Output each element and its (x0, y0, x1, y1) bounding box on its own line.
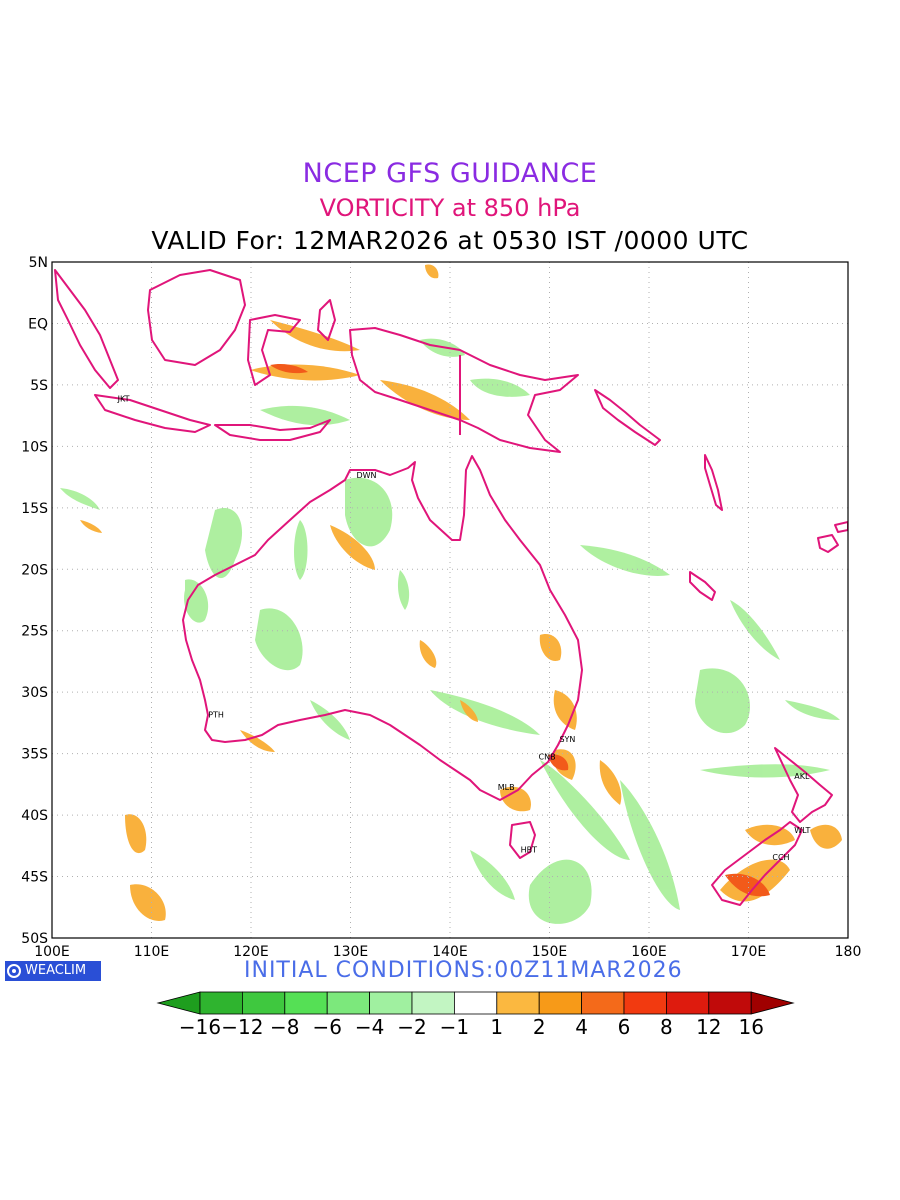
vorticity-field (60, 264, 842, 924)
station-dwn: DWN (356, 471, 376, 480)
legend-arrow-high (750, 991, 795, 1015)
coast-new-guinea (349, 327, 579, 453)
logo-ring-icon (7, 964, 21, 978)
longitude-labels: 100E 110E 120E 130E 140E 150E 160E 170E 180 (34, 944, 861, 960)
coast-vanuatu (704, 454, 723, 511)
legend-swatch (241, 991, 286, 1015)
lat-label: 30S (21, 685, 48, 701)
color-legend-labels: −16 −12 −8 −6 −4 −2 −1 1 2 4 6 8 12 16 (179, 1015, 764, 1039)
lon-label: 160E (631, 944, 667, 960)
coast-nz-north (774, 747, 833, 823)
lon-label: 100E (34, 944, 70, 960)
coast-tasmania (509, 821, 536, 859)
legend-swatch (581, 991, 625, 1015)
lat-label: 35S (21, 747, 48, 763)
lat-label: 20S (21, 562, 48, 578)
legend-label: 2 (533, 1015, 546, 1039)
lat-label: EQ (28, 316, 48, 332)
lon-label: 180 (835, 944, 862, 960)
graticule (52, 262, 848, 938)
station-hbt: HBT (521, 846, 538, 855)
legend-swatch (453, 991, 498, 1015)
coast-sulawesi (247, 314, 301, 386)
coast-australia (182, 455, 583, 801)
brand-name: WEACLIM (25, 963, 87, 978)
coast-moluccas (317, 299, 336, 341)
lat-label: 40S (21, 808, 48, 824)
legend-label: −8 (270, 1015, 299, 1039)
legend-swatch (496, 991, 540, 1015)
lat-label: 5S (30, 378, 48, 394)
coast-fiji-east (834, 521, 848, 533)
lon-label: 130E (333, 944, 369, 960)
legend-label: −12 (221, 1015, 263, 1039)
legend-label: −4 (355, 1015, 384, 1039)
station-syn: SYN (559, 735, 575, 744)
lat-label: 45S (21, 870, 48, 886)
legend-swatch (411, 991, 455, 1015)
station-akl: AKL (794, 772, 810, 781)
coast-fiji (817, 534, 839, 553)
coast-sumatra (54, 269, 119, 389)
legend-swatch (199, 991, 243, 1015)
color-legend (156, 991, 795, 1015)
coast-new-caledonia (689, 571, 716, 601)
legend-label: 16 (738, 1015, 763, 1039)
chart-title: NCEP GFS GUIDANCE (302, 158, 598, 189)
legend-swatch (369, 991, 413, 1015)
legend-swatch (708, 991, 752, 1015)
legend-label: 4 (575, 1015, 588, 1039)
lat-label: 10S (21, 439, 48, 455)
legend-swatch (666, 991, 710, 1015)
station-cch: CCH (772, 853, 789, 862)
coast-solomons (594, 389, 661, 446)
lon-label: 140E (432, 944, 468, 960)
station-pth: PTH (208, 711, 224, 720)
station-cnb: CNB (539, 752, 556, 761)
coast-nz-south (711, 821, 803, 906)
coast-borneo (147, 269, 246, 366)
lon-label: 110E (134, 944, 170, 960)
legend-label: −2 (397, 1015, 426, 1039)
legend-label: −1 (440, 1015, 469, 1039)
legend-label: 12 (696, 1015, 721, 1039)
coast-lesser-sunda (214, 419, 331, 441)
lon-label: 120E (233, 944, 269, 960)
station-wlt: WLT (794, 826, 810, 835)
lat-label: 5N (29, 255, 48, 271)
lat-label: 50S (21, 931, 48, 947)
lat-label: 15S (21, 501, 48, 517)
latitude-labels: 5N EQ 5S 10S 15S 20S 25S 30S 35S 40S 45S 50S (21, 255, 48, 947)
legend-swatch (284, 991, 328, 1015)
legend-label: −6 (312, 1015, 341, 1039)
plot-frame (51, 261, 849, 939)
legend-label: 6 (618, 1015, 631, 1039)
legend-arrow-low (156, 991, 201, 1015)
weaclim-logo: WEACLIM (5, 961, 101, 981)
legend-swatch (538, 991, 583, 1015)
chart-subtitle: VORTICITY at 850 hPa (319, 194, 581, 222)
legend-label: 1 (490, 1015, 503, 1039)
coastlines (54, 269, 848, 906)
lat-label: 25S (21, 624, 48, 640)
coast-java (94, 394, 211, 433)
station-mlb: MLB (498, 783, 515, 792)
station-jkt: JKT (117, 395, 130, 404)
valid-time: VALID For: 12MAR2026 at 0530 IST /0000 U… (151, 226, 749, 255)
lon-label: 170E (731, 944, 767, 960)
legend-swatch (623, 991, 667, 1015)
initial-conditions: INITIAL CONDITIONS:00Z11MAR2026 (244, 958, 683, 983)
legend-swatch (326, 991, 371, 1015)
lon-label: 150E (532, 944, 568, 960)
legend-label: 8 (660, 1015, 673, 1039)
legend-label: −16 (179, 1015, 221, 1039)
